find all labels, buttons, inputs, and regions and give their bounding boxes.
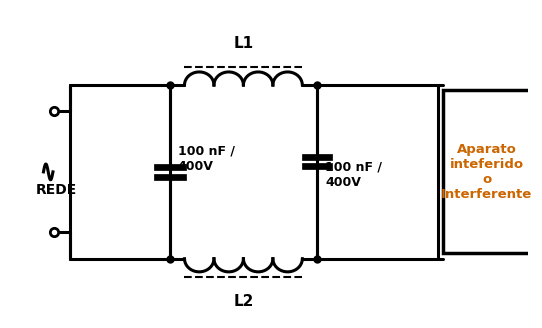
Text: L1: L1: [234, 36, 254, 51]
Text: 100 nF /
400V: 100 nF / 400V: [178, 145, 235, 173]
Text: L2: L2: [233, 295, 254, 310]
FancyBboxPatch shape: [443, 90, 530, 254]
Text: 100 nF /
400V: 100 nF / 400V: [325, 160, 382, 189]
Text: Aparato
inteferido
o
Interferente: Aparato inteferido o Interferente: [441, 143, 532, 201]
Text: REDE: REDE: [36, 183, 77, 197]
